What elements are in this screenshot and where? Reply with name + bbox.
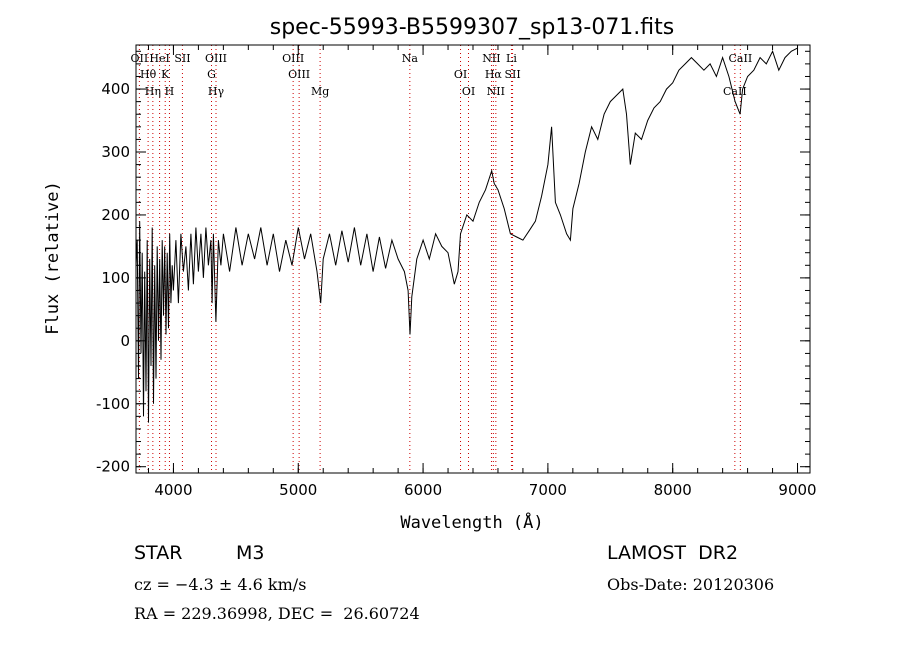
x-tick-label: 6000	[404, 481, 442, 499]
line-label: H	[165, 85, 175, 98]
y-tick-label: 0	[120, 332, 130, 350]
line-label: SII	[174, 52, 190, 65]
line-label: Mg	[311, 85, 329, 98]
x-tick-label: 7000	[529, 481, 567, 499]
line-label: NII	[487, 85, 505, 98]
redshift-text: cz = −4.3 ± 4.6 km/s	[134, 575, 307, 594]
survey-label: LAMOST DR2	[607, 542, 739, 564]
x-tick-label: 4000	[154, 481, 192, 499]
line-label: Hθ	[140, 68, 157, 81]
y-axis-label: Flux (relative)	[43, 181, 63, 335]
object-subclass: M3	[236, 542, 265, 564]
line-label: Li	[506, 52, 517, 65]
chart-title: spec-55993-B5599307_sp13-071.fits	[270, 15, 675, 40]
y-tick-label: -200	[96, 458, 130, 476]
line-label: SII	[504, 68, 520, 81]
y-tick-label: 300	[101, 143, 130, 161]
x-tick-label: 9000	[778, 481, 816, 499]
line-label: OIII	[282, 52, 304, 65]
line-label: Hγ	[208, 85, 225, 98]
spectrum-line	[135, 47, 798, 423]
line-label: OI	[454, 68, 467, 81]
line-label: HeI	[149, 52, 169, 65]
object-class: STAR	[134, 542, 183, 564]
line-label: Hα	[485, 68, 503, 81]
x-tick-label: 5000	[279, 481, 317, 499]
line-label: NII	[482, 52, 500, 65]
y-tick-label: 400	[101, 80, 130, 98]
obs-date: Obs-Date: 20120306	[607, 575, 775, 594]
x-tick-label: 8000	[654, 481, 692, 499]
line-label: K	[161, 68, 170, 81]
x-axis-label: Wavelength (Å)	[400, 511, 543, 533]
line-label: CaII	[723, 85, 747, 98]
line-label: G	[207, 68, 216, 81]
y-tick-label: 200	[101, 206, 130, 224]
line-label: OIII	[205, 52, 227, 65]
line-label: OIII	[288, 68, 310, 81]
line-label: OII	[131, 52, 149, 65]
y-tick-label: 100	[101, 269, 130, 287]
line-label: OI	[462, 85, 475, 98]
line-label: CaII	[729, 52, 753, 65]
plot-frame	[135, 44, 811, 474]
y-tick-label: -100	[96, 395, 130, 413]
coordinates: RA = 229.36998, DEC = 26.60724	[134, 604, 420, 623]
line-label: Hη	[145, 85, 161, 98]
line-label: Na	[402, 52, 419, 65]
